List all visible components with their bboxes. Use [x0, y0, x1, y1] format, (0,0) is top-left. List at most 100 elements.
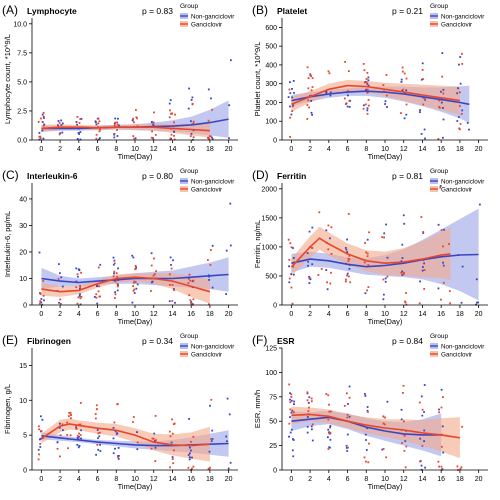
x-tick-label: 18 — [206, 476, 214, 483]
data-point — [133, 288, 136, 291]
data-point — [59, 302, 62, 305]
data-point — [367, 99, 370, 101]
data-point — [187, 282, 190, 284]
panel-ferritin: (D) Ferritin p = 0.81 0 2 4 6 8 10 12 14 16 18 20 0 500… — [252, 168, 488, 326]
data-point — [438, 465, 440, 468]
x-tick-label: 4 — [77, 476, 81, 483]
x-tick-label: 6 — [346, 146, 350, 153]
data-point — [59, 272, 61, 275]
data-point — [132, 416, 135, 418]
y-tick-label: 1500 — [261, 215, 277, 222]
data-point — [174, 301, 176, 304]
data-point — [327, 436, 329, 439]
data-point — [292, 247, 294, 249]
data-point — [95, 453, 97, 456]
x-tick-label: 12 — [400, 146, 408, 153]
data-point — [290, 396, 293, 398]
data-point — [134, 264, 137, 267]
data-point — [42, 115, 45, 118]
data-point — [39, 446, 42, 448]
data-point — [118, 455, 120, 457]
data-point — [116, 432, 119, 435]
data-point — [60, 276, 63, 279]
data-point — [168, 430, 171, 433]
data-point — [39, 302, 41, 305]
data-point — [114, 121, 117, 124]
data-point — [210, 440, 213, 442]
data-point — [401, 442, 403, 444]
data-point — [170, 112, 173, 115]
data-point — [117, 458, 120, 460]
data-point — [173, 289, 176, 291]
data-point — [364, 433, 367, 436]
y-axis-label: Fibrinogen, g/L — [3, 384, 12, 434]
data-point — [348, 275, 350, 278]
data-point — [208, 303, 210, 306]
data-point — [173, 130, 175, 133]
data-point — [43, 123, 46, 126]
data-point — [172, 423, 175, 425]
data-point — [382, 84, 385, 86]
x-axis-label: Time(Day) — [118, 482, 153, 491]
data-point — [293, 411, 295, 414]
data-point — [289, 401, 292, 403]
data-point — [382, 422, 385, 425]
data-point — [114, 293, 117, 296]
data-point — [442, 92, 445, 95]
data-point — [307, 87, 310, 90]
data-point — [93, 296, 96, 298]
data-point — [208, 275, 211, 278]
panel-title: Interleukin-6 — [27, 171, 78, 181]
data-point — [113, 270, 116, 273]
y-tick-label: 10 — [19, 276, 27, 283]
data-point — [367, 91, 369, 94]
data-point — [400, 112, 402, 114]
data-point — [117, 285, 119, 288]
data-point — [307, 402, 310, 404]
data-point — [403, 272, 405, 275]
data-point — [307, 264, 309, 267]
data-point — [228, 413, 231, 416]
data-point — [79, 423, 82, 426]
data-point — [459, 91, 461, 94]
data-point — [405, 292, 407, 294]
data-point — [112, 275, 115, 278]
data-point — [366, 255, 369, 258]
data-point — [95, 417, 97, 420]
data-point — [346, 447, 348, 449]
data-point — [330, 253, 333, 255]
data-point — [97, 437, 99, 440]
y-tick-label: 10 — [19, 398, 27, 405]
data-point — [421, 414, 424, 417]
x-tick-label: 8 — [364, 476, 368, 483]
data-point — [211, 244, 214, 247]
data-point — [364, 292, 367, 295]
data-point — [113, 272, 115, 275]
data-point — [293, 400, 295, 403]
data-point — [117, 267, 119, 270]
x-tick-label: 20 — [475, 146, 483, 153]
data-point — [173, 121, 175, 124]
panel-esr: (F) ESR p = 0.84 0 2 4 6 8 10 12 14 16 18 20 0 25 50 75 10… — [252, 333, 488, 491]
data-point — [384, 277, 387, 280]
data-point — [422, 231, 425, 233]
data-point — [69, 434, 72, 437]
data-point — [208, 135, 211, 138]
data-point — [207, 88, 210, 91]
trend-line-non-ganciclovir — [41, 273, 229, 284]
data-point — [77, 268, 80, 271]
data-point — [132, 256, 135, 259]
x-tick-label: 6 — [96, 476, 100, 483]
data-point — [189, 279, 192, 282]
panel-label: (C) — [2, 168, 19, 182]
data-point — [188, 273, 191, 276]
data-point — [403, 449, 406, 452]
data-point — [381, 236, 384, 238]
data-point — [344, 247, 347, 249]
data-point — [458, 63, 460, 66]
data-point — [189, 299, 192, 302]
panel-title: Lymphocyte — [27, 6, 77, 16]
x-tick-label: 0 — [39, 476, 43, 483]
data-point — [330, 271, 332, 274]
data-point — [442, 451, 445, 454]
